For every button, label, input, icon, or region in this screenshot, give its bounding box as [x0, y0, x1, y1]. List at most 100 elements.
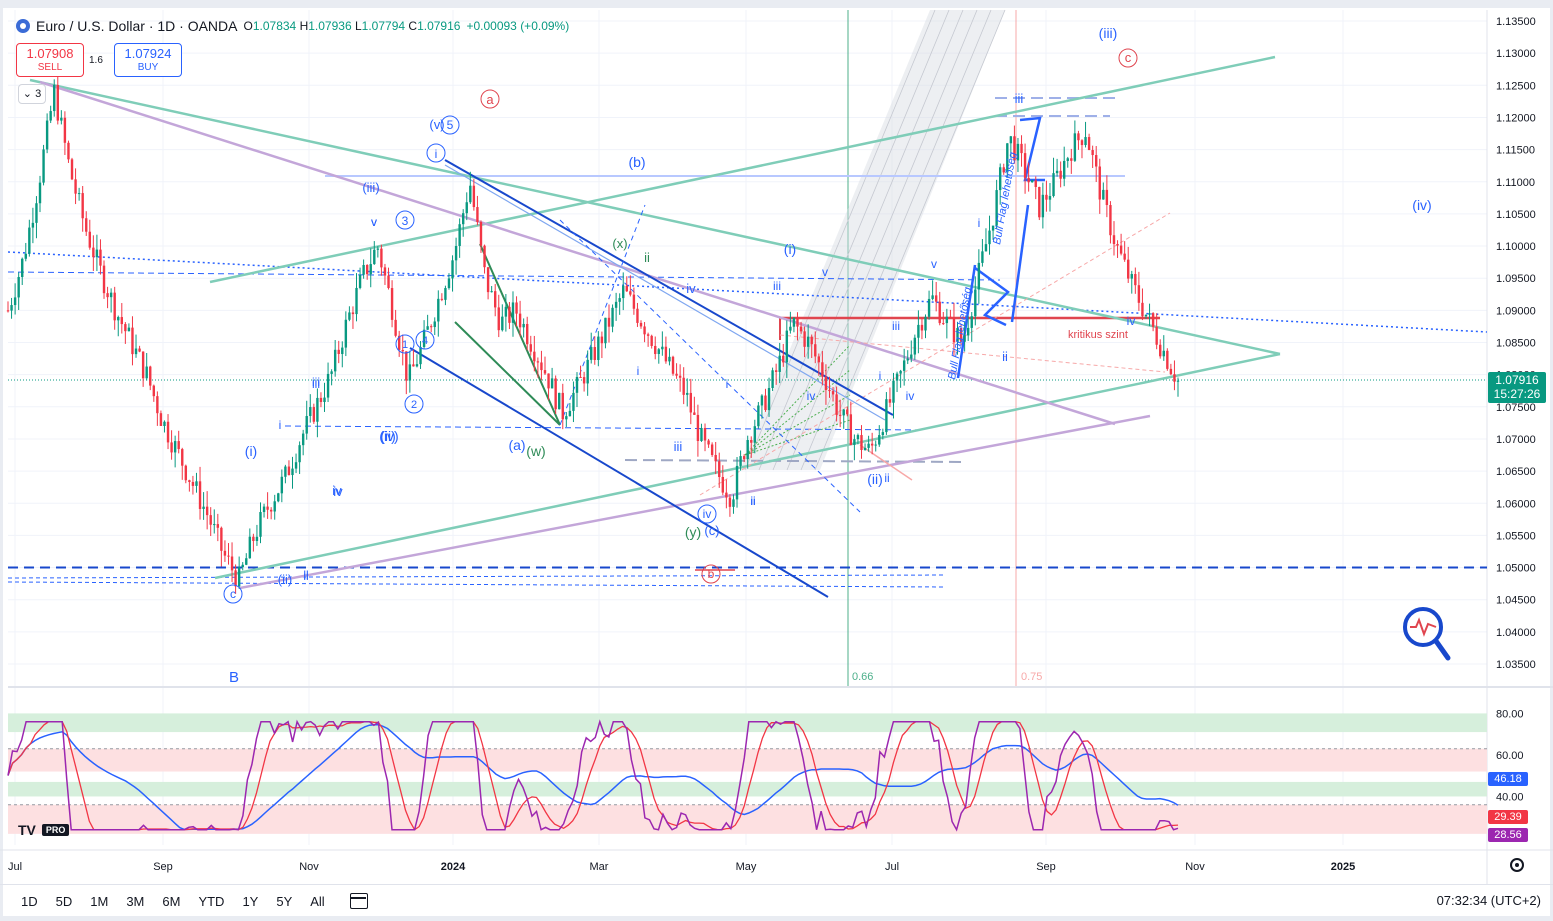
candle-body [390, 288, 394, 320]
candle-body [831, 391, 835, 395]
candle-body [479, 222, 483, 246]
candle-body [1041, 194, 1045, 218]
wave-label: v [822, 265, 828, 279]
open-value: 1.07834 [252, 19, 297, 33]
candle-body [757, 405, 760, 427]
candle-body [998, 167, 1002, 191]
candle-body [262, 506, 266, 513]
candle-body [42, 149, 45, 183]
wave-label: iii [312, 377, 320, 391]
wave-label: 3 [402, 214, 409, 228]
candle-body [533, 351, 536, 362]
symbol-title[interactable]: Euro / U.S. Dollar · 1D · OANDA [36, 18, 238, 34]
fib-fan-line [758, 9, 950, 471]
candle-body [693, 412, 696, 415]
price-tick-label: 1.11500 [1496, 145, 1535, 157]
candle-body [1162, 350, 1165, 357]
gear-icon[interactable] [1510, 858, 1524, 872]
candle-body [675, 373, 678, 376]
candle-body [760, 395, 764, 406]
candle-body [301, 433, 305, 446]
candle-body [917, 324, 920, 338]
dotted-fan-line [744, 394, 851, 456]
candle-body [661, 346, 664, 350]
candle-body [696, 414, 700, 441]
wave-label: iii [892, 319, 900, 333]
clock-display[interactable]: 07:32:34 (UTC+2) [1436, 893, 1541, 908]
timeframe-3m[interactable]: 3M [126, 893, 145, 909]
lavender-descending-line [39, 80, 1116, 426]
timeframe-5y[interactable]: 5Y [276, 893, 293, 909]
bull-flag-zigzag [974, 266, 1010, 327]
candle-body [88, 231, 91, 248]
timeframe-1d[interactable]: 1D [21, 893, 38, 909]
buy-button[interactable]: 1.07924 BUY [114, 43, 182, 77]
candle-body [497, 307, 500, 331]
osc-red-line [7, 721, 1179, 831]
low-value: 1.07794 [361, 19, 406, 33]
candle-body [558, 392, 561, 410]
candle-body [369, 264, 372, 275]
tradingview-logo[interactable]: TV PRO [18, 822, 70, 838]
candle-body [540, 362, 543, 371]
candle-body [643, 326, 646, 335]
candle-body [942, 323, 945, 325]
timeframe-all[interactable]: All [310, 893, 325, 909]
sell-button[interactable]: 1.07908 SELL [16, 43, 84, 77]
fib-fan-line [800, 9, 992, 471]
timeframe-5d[interactable]: 5D [55, 893, 73, 909]
chart-canvas[interactable]: 1.13500 1.13000 1.12500 1.12000 1.11500 1.110… [0, 0, 1553, 884]
price-tick-label: 1.12500 [1496, 80, 1536, 92]
indicators-collapse-button[interactable]: ⌄ 3 [18, 84, 46, 104]
price-tick-label: 1.09000 [1496, 305, 1536, 317]
candle-body [469, 185, 472, 203]
candle-body [373, 249, 376, 265]
change-value: +0.00093 (+0.09%) [466, 19, 570, 33]
bull-flag-label-1: Bull Flag lehetőség [946, 285, 974, 380]
price-tick-label: 1.04000 [1496, 627, 1536, 639]
candle-body [1102, 189, 1105, 200]
timeframe-1y[interactable]: 1Y [242, 893, 259, 909]
candle-body [835, 394, 838, 415]
candle-body [981, 251, 984, 263]
candle-body [828, 390, 831, 392]
candle-body [1119, 245, 1123, 254]
price-tick-label: 1.03500 [1496, 659, 1536, 671]
candle-body [1087, 137, 1091, 151]
candle-body [277, 493, 280, 502]
candle-body [508, 306, 511, 323]
calendar-icon[interactable] [349, 893, 368, 909]
candle-body [401, 349, 404, 352]
wave-label: ii [644, 250, 650, 265]
candle-body [74, 179, 77, 194]
candle-body [131, 327, 134, 355]
magnifier-ring [1403, 607, 1443, 647]
candle-body [102, 265, 106, 294]
timeframe-1m[interactable]: 1M [90, 893, 109, 909]
candle-body [543, 370, 547, 374]
candle-body [853, 439, 856, 445]
sell-price: 1.07908 [26, 46, 74, 61]
top-border [0, 0, 1553, 8]
candle-body [785, 330, 789, 363]
wave-label: (iv) [379, 428, 398, 444]
candle-body [782, 355, 785, 363]
candle-body [1109, 205, 1112, 236]
candle-body [280, 476, 284, 494]
candle-body [735, 465, 739, 500]
wave-label: iv [333, 484, 343, 499]
candle-body [1055, 170, 1059, 174]
candle-body [984, 244, 988, 252]
wave-label: (ii) [867, 471, 883, 487]
osc-band [8, 781, 1487, 797]
candle-body [671, 356, 675, 374]
last-price: 1.07916 [1495, 373, 1539, 387]
timeframe-6m[interactable]: 6M [162, 893, 181, 909]
candle-body [803, 331, 806, 347]
candle-body [1159, 344, 1162, 357]
candle-body [956, 327, 959, 343]
candle-body [860, 435, 863, 451]
green-channel-lower [454, 321, 561, 426]
wave-label: b [708, 567, 715, 581]
timeframe-ytd[interactable]: YTD [198, 893, 225, 909]
